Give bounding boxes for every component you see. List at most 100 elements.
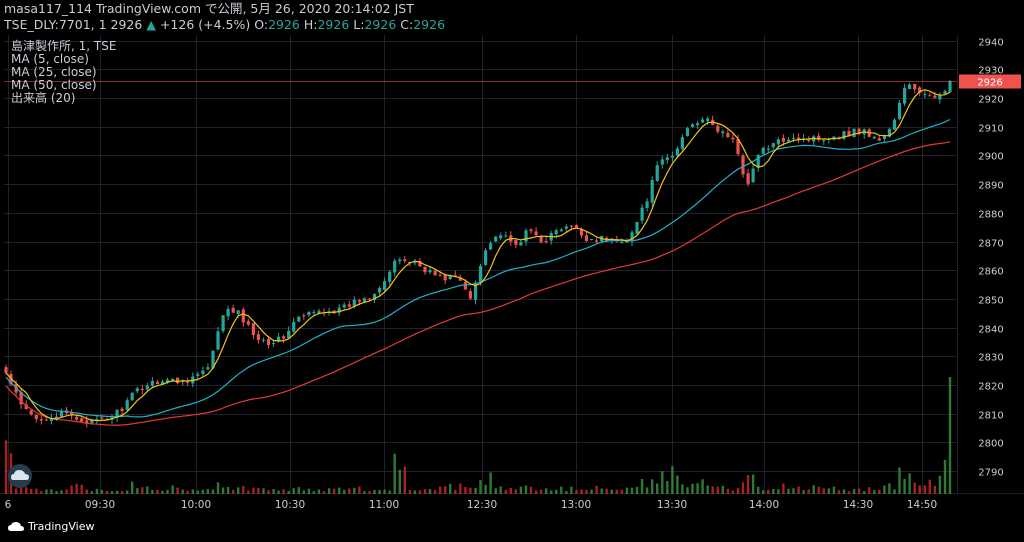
chart-header: masa117_114 TradingView.com で公開, 5月 26, … — [4, 1, 445, 33]
candle-body — [842, 131, 846, 139]
candle — [771, 142, 775, 150]
candle-body — [559, 229, 563, 232]
volume-bar — [474, 488, 477, 494]
volume-bar — [252, 487, 255, 494]
candle-body — [413, 262, 417, 264]
ma5-line — [5, 89, 951, 422]
candle — [670, 151, 674, 162]
volume-bar — [237, 487, 240, 494]
volume-bar — [625, 487, 629, 494]
candle — [241, 307, 245, 327]
volume-bar — [656, 483, 659, 494]
volume-bar — [757, 486, 760, 494]
high-value: 2926 — [317, 17, 350, 32]
candle — [39, 415, 43, 425]
candle-body — [665, 157, 669, 161]
candle-body — [342, 304, 346, 308]
candle-body — [645, 201, 649, 208]
candle — [130, 392, 134, 401]
y-tick-label: 2810 — [978, 411, 1003, 422]
candle-body — [948, 80, 952, 92]
candle — [489, 240, 493, 250]
candle — [468, 288, 472, 300]
volume-bar — [842, 489, 846, 494]
volume-bar — [393, 453, 396, 494]
candle-body — [246, 321, 250, 325]
candle-body — [24, 404, 28, 409]
volume-bar — [948, 377, 952, 494]
candle-body — [675, 148, 679, 156]
candle — [85, 415, 89, 428]
volume-bar — [550, 490, 553, 494]
candle-body — [908, 84, 912, 89]
volume-bar — [80, 484, 83, 494]
volume-bar — [731, 490, 735, 494]
volume-bar — [211, 489, 215, 494]
candle-body — [499, 235, 503, 239]
x-tick-label: 13:30 — [657, 499, 687, 511]
volume-bar — [691, 483, 694, 494]
candle-body — [872, 136, 876, 139]
volume-bar — [676, 475, 679, 494]
candle — [903, 83, 907, 107]
candle-body — [352, 299, 356, 307]
candle — [292, 317, 296, 333]
candle — [524, 228, 528, 246]
volume-bar — [837, 490, 841, 494]
volume-bar — [4, 440, 8, 494]
volume-bar — [822, 488, 825, 494]
candle — [897, 100, 902, 121]
candle-body — [554, 230, 558, 235]
open-value: 2926 — [268, 17, 300, 32]
volume-bar — [519, 486, 523, 494]
volume-bar — [580, 489, 583, 494]
candle — [913, 83, 917, 94]
legend-symbol[interactable]: 島津製作所, 1, TSE — [11, 39, 117, 53]
candle — [302, 313, 306, 320]
candle-body — [756, 155, 760, 168]
volume-bar — [539, 489, 543, 494]
candle-body — [29, 410, 33, 415]
volume-bar — [913, 482, 916, 494]
candle-body — [903, 87, 907, 104]
high-label: H: — [303, 17, 318, 32]
candle — [29, 409, 33, 416]
volume-bar — [600, 488, 603, 494]
candle — [680, 134, 684, 152]
y-tick-label: 2820 — [978, 382, 1003, 393]
legend-volume[interactable]: 出来高 (20) — [11, 91, 76, 105]
candle-body — [640, 207, 644, 221]
candle — [115, 409, 119, 422]
volume-bar — [807, 489, 810, 494]
ma25-line — [5, 118, 951, 418]
volume-bar — [216, 482, 220, 494]
volume-bar — [645, 487, 649, 494]
candle-body — [362, 298, 366, 302]
legend-ma50[interactable]: MA (50, close) — [11, 78, 97, 92]
candle-body — [49, 418, 53, 421]
candle — [948, 80, 952, 93]
volume-bar — [534, 490, 538, 494]
volume-bar — [630, 487, 634, 494]
volume-bar — [267, 490, 270, 494]
tradingview-brand[interactable]: TradingView — [8, 520, 94, 533]
volume-bar — [171, 485, 174, 494]
candle-body — [766, 148, 770, 150]
volume-bar — [544, 488, 548, 494]
volume-bar — [85, 489, 88, 494]
volume-bar — [176, 487, 179, 494]
x-tick-label: 10:30 — [275, 499, 305, 511]
candle-body — [680, 137, 684, 149]
candle-body — [347, 304, 351, 307]
volume-bar — [95, 488, 99, 494]
candle-body — [34, 414, 38, 419]
candle — [685, 126, 690, 137]
volume-bar — [247, 490, 250, 494]
candle-body — [655, 165, 659, 182]
candle-body — [312, 311, 316, 313]
candle — [206, 363, 210, 371]
candle — [181, 379, 185, 386]
legend-ma25[interactable]: MA (25, close) — [11, 65, 97, 79]
legend-ma5[interactable]: MA (5, close) — [11, 52, 89, 66]
